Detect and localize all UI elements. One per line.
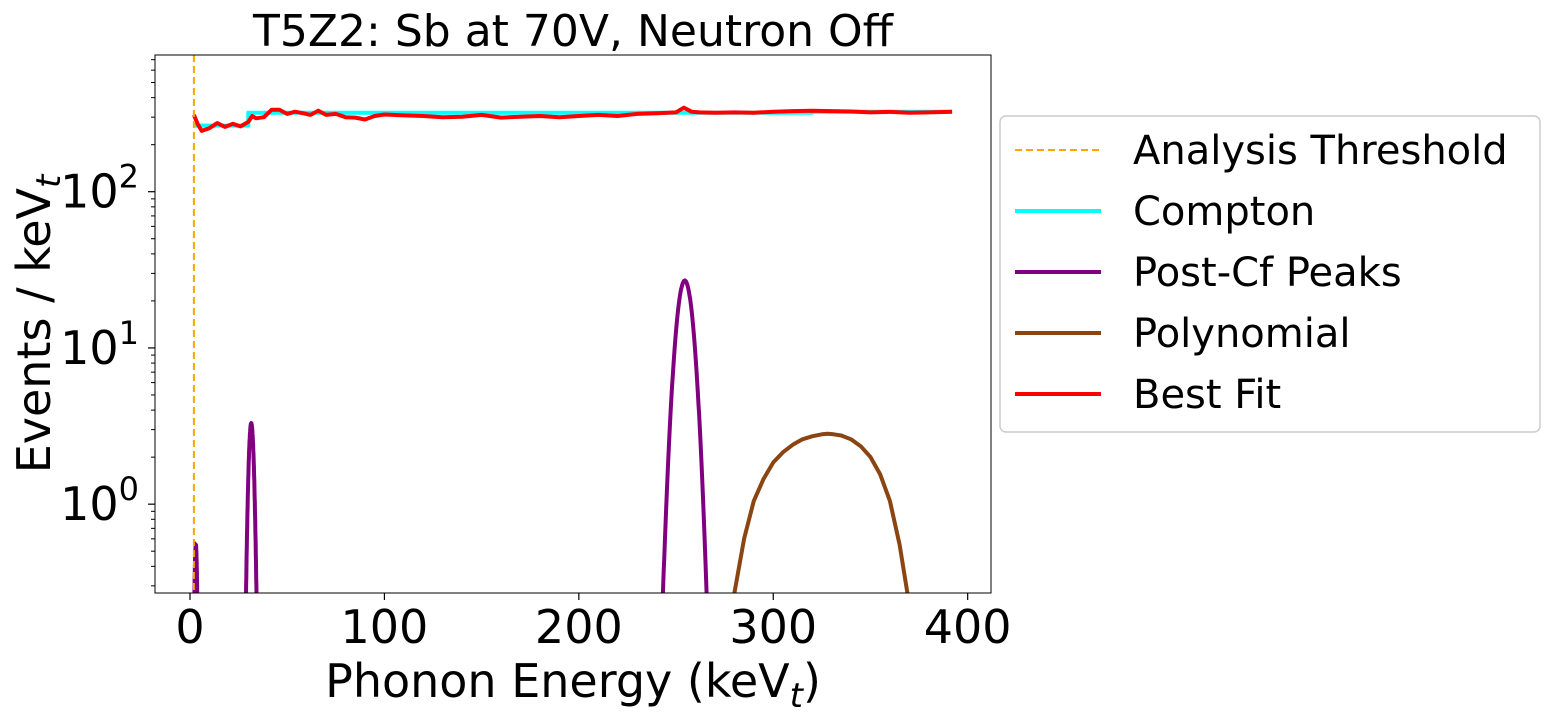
x-axis: 0 100 200 300 400	[175, 593, 1012, 654]
legend-label-post-cf-peaks: Post-Cf Peaks	[1133, 250, 1402, 296]
x-axis-label: Phonon Energy (keVt)	[325, 654, 821, 716]
y-tick-label: 101	[60, 314, 139, 375]
plot-frame	[154, 54, 992, 594]
y-axis-label: Events / keVt	[7, 173, 69, 473]
legend-label-polynomial: Polynomial	[1133, 311, 1350, 357]
x-tick-label: 100	[341, 600, 429, 654]
y-axis: 100 101 102	[60, 59, 155, 587]
y-tick-label: 102	[60, 158, 139, 219]
series-polynomial-line	[732, 431, 910, 593]
series-post-cf-peak-3	[660, 278, 709, 593]
series-post-cf-peak-1	[192, 539, 200, 593]
x-axis-label-subscript: t	[790, 676, 805, 716]
chart-title: T5Z2: Sb at 70V, Neutron Off	[252, 6, 895, 57]
legend-label-analysis-threshold: Analysis Threshold	[1133, 128, 1508, 174]
y-axis-label-subscript: t	[29, 173, 69, 188]
x-tick-label: 400	[924, 600, 1012, 654]
y-tick-label: 100	[60, 470, 139, 531]
x-tick-label: 200	[535, 600, 623, 654]
x-tick-label: 300	[729, 600, 817, 654]
x-tick-label: 0	[175, 600, 204, 654]
series-best-fit-line	[192, 105, 953, 133]
legend: Analysis Threshold Compton Post-Cf Peaks Po…	[999, 115, 1541, 433]
legend-box	[999, 115, 1541, 433]
series-layer	[192, 55, 953, 593]
legend-label-compton: Compton	[1133, 189, 1315, 235]
legend-label-best-fit: Best Fit	[1133, 372, 1281, 418]
series-post-cf-peak-2	[244, 420, 259, 593]
